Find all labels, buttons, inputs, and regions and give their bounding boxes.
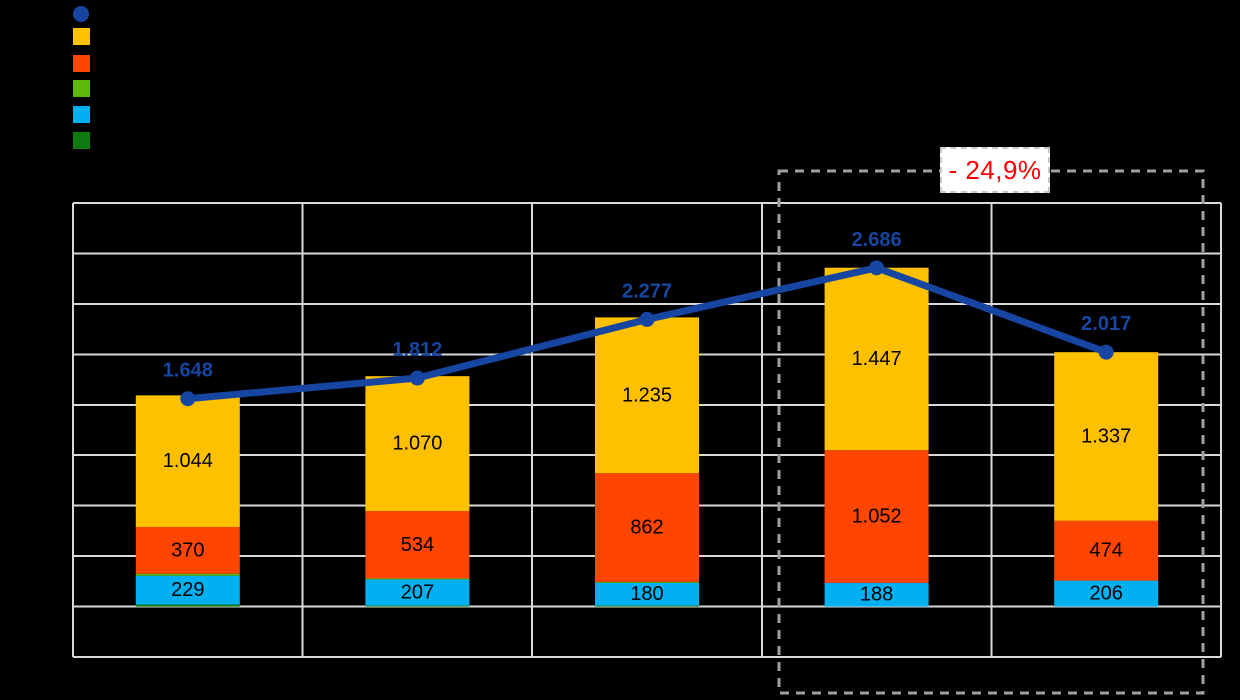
percent-change-label: - 24,9% [948,154,1042,185]
bar-segment-cyan [595,582,699,606]
bar-segment-red [1054,520,1159,581]
total-line-point [869,260,885,276]
bar-value-label: 206 [1090,583,1123,605]
bar-segment-darkgreen [135,604,240,607]
bar-value-label: 1.337 [1081,425,1131,447]
bar-segment-red [365,511,470,579]
bar-segment-cyan [824,582,929,607]
bar-segment-red [595,473,699,582]
bar-segment-darkgreen [595,605,699,607]
total-value-label: 1.648 [163,360,213,382]
bar-value-label: 1.447 [852,348,902,370]
bar-value-label: 229 [171,579,204,601]
bar-value-label: 474 [1090,540,1123,562]
bar-segment-green [135,573,240,576]
total-value-label: 2.277 [622,280,672,302]
bar-value-label: 370 [171,539,204,561]
bar-value-label: 180 [630,583,663,605]
bar-value-label: 1.070 [392,433,442,455]
bar-value-label: 207 [401,582,434,604]
bar-segment-orange [824,267,929,451]
series-cyan-key [73,106,90,123]
bar-segment-red [135,527,240,574]
total-line-point [409,370,425,386]
bar-segment-cyan [135,575,240,605]
bar-segment-red [824,450,929,583]
series-darkgreen-key [73,132,90,149]
total-value-label: 2.686 [852,229,902,251]
bar-segment-green [595,581,699,583]
bar-segment-darkgreen [365,605,470,607]
bar-value-label: 1.235 [622,384,672,406]
total-line-point [639,311,655,327]
series-green-key [73,80,90,97]
bar-segment-orange [365,376,470,512]
series-red-key [73,55,90,72]
bar-segment-orange [135,395,240,528]
bar-value-label: 1.052 [852,506,902,528]
total-value-label: 2.017 [1081,313,1131,335]
total-line-key [73,6,89,22]
bar-segment-cyan [1054,580,1159,607]
bar-segment-green [365,578,470,580]
bar-segment-orange [1054,352,1159,521]
bar-value-label: 188 [860,584,893,606]
total-value-label: 1.812 [392,339,442,361]
bar-value-label: 534 [401,534,434,556]
bar-value-label: 862 [630,517,663,539]
percent-change-callout: - 24,9% [940,147,1050,193]
total-line-point [1098,344,1114,360]
bar-segment-orange [595,317,699,474]
bar-value-label: 1.044 [163,450,213,472]
series-orange-key [73,28,90,45]
total-line-point [180,391,196,407]
bar-segment-cyan [365,579,470,606]
